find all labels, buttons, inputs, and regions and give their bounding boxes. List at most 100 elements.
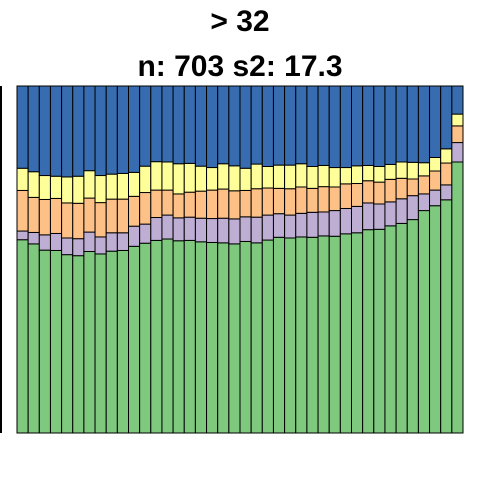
bar-segment-25-layer-1	[284, 237, 297, 434]
bar-segment-6-layer-5	[72, 85, 85, 177]
bar-segment-25-layer-3	[284, 188, 297, 216]
bar-segment-20-layer-3	[228, 190, 241, 220]
bar-segment-30-layer-5	[339, 85, 353, 169]
bar-segment-3-layer-1	[38, 249, 51, 434]
bar-segment-32-layer-2	[362, 202, 375, 231]
bar-segment-2-layer-4	[27, 171, 40, 198]
bar-segment-40-layer-5	[451, 85, 464, 115]
bar-segment-24-layer-4	[272, 164, 286, 189]
bar-segment-16-layer-4	[183, 162, 196, 193]
bar-segment-27-layer-2	[306, 211, 319, 238]
bar-segment-4-layer-4	[49, 175, 63, 199]
bar-segment-1-layer-3	[16, 189, 29, 232]
bar-segment-8-layer-2	[94, 236, 107, 255]
bar-segment-7-layer-3	[83, 197, 96, 233]
bar-segment-14-layer-2	[161, 214, 174, 240]
bar-segment-15-layer-4	[172, 163, 185, 195]
bar-segment-2-layer-1	[27, 243, 40, 434]
bar-segment-36-layer-2	[406, 195, 419, 221]
bar-segment-12-layer-4	[139, 165, 152, 194]
bar-segment-39-layer-4	[440, 148, 453, 164]
bar-segment-29-layer-4	[328, 167, 341, 188]
bar-segment-10-layer-2	[116, 232, 129, 251]
bar-segment-36-layer-4	[406, 161, 419, 180]
bar-segment-9-layer-1	[105, 250, 118, 434]
bar-segment-33-layer-5	[373, 85, 386, 167]
bar-segment-29-layer-3	[328, 186, 341, 212]
bar-segment-11-layer-4	[128, 171, 141, 197]
bar-segment-25-layer-2	[284, 214, 297, 239]
bar-segment-10-layer-5	[116, 85, 129, 174]
bar-segment-7-layer-1	[83, 251, 96, 434]
bar-segment-33-layer-3	[373, 181, 386, 205]
bar-segment-11-layer-2	[128, 225, 141, 247]
bar-segment-9-layer-3	[105, 198, 118, 234]
bar-segment-26-layer-2	[295, 212, 308, 238]
bar-segment-35-layer-4	[395, 161, 408, 179]
bar-segment-37-layer-2	[417, 193, 431, 212]
bar-segment-19-layer-1	[217, 242, 230, 434]
bar-segment-27-layer-1	[306, 236, 319, 434]
bar-segment-8-layer-5	[94, 85, 107, 177]
bar-segment-23-layer-1	[261, 239, 274, 434]
bar-segment-11-layer-3	[128, 195, 141, 227]
bar-segment-21-layer-1	[239, 240, 252, 434]
bar-segment-31-layer-2	[351, 205, 364, 234]
bar-segment-2-layer-3	[27, 196, 40, 233]
bar-segment-14-layer-5	[161, 85, 174, 163]
bar-segment-39-layer-2	[440, 184, 453, 201]
bar-segment-13-layer-4	[150, 161, 163, 191]
bar-segment-22-layer-5	[250, 85, 263, 165]
bar-segment-6-layer-4	[72, 175, 85, 204]
bar-segment-40-layer-4	[451, 113, 464, 127]
bar-segment-8-layer-4	[94, 175, 107, 204]
bar-segment-21-layer-2	[239, 216, 252, 242]
bar-segment-3-layer-2	[38, 234, 51, 251]
bar-segment-22-layer-1	[250, 242, 263, 434]
bar-segment-15-layer-3	[172, 193, 185, 219]
bar-segment-13-layer-1	[150, 239, 163, 434]
bar-segment-4-layer-5	[49, 85, 63, 177]
bar-segment-30-layer-4	[339, 167, 353, 185]
bar-segment-5-layer-2	[61, 237, 74, 256]
bar-segment-38-layer-4	[429, 156, 442, 172]
bar-segment-12-layer-1	[139, 242, 152, 434]
bar-segment-17-layer-5	[194, 85, 208, 167]
bar-segment-7-layer-2	[83, 231, 96, 253]
bar-segment-35-layer-2	[395, 198, 408, 224]
bar-segment-31-layer-4	[351, 165, 364, 185]
bar-segment-23-layer-4	[261, 166, 274, 189]
bar-segment-37-layer-4	[417, 162, 431, 177]
bar-segment-28-layer-1	[317, 235, 330, 434]
bar-segment-33-layer-2	[373, 203, 386, 230]
bar-segment-38-layer-1	[429, 205, 442, 434]
bar-segment-5-layer-3	[61, 202, 74, 239]
bar-segment-18-layer-4	[206, 167, 219, 191]
bar-segment-25-layer-4	[284, 164, 297, 190]
bar-segment-28-layer-5	[317, 85, 330, 166]
bar-segment-33-layer-1	[373, 228, 386, 434]
bar-segment-16-layer-2	[183, 216, 196, 241]
bar-segment-22-layer-3	[250, 188, 263, 218]
bar-segment-25-layer-5	[284, 85, 297, 166]
bar-segment-34-layer-1	[384, 225, 397, 434]
bar-segment-3-layer-3	[38, 198, 51, 236]
bar-segment-37-layer-3	[417, 175, 431, 195]
bar-segment-17-layer-4	[194, 165, 208, 192]
bar-segment-16-layer-3	[183, 191, 196, 218]
bar-segment-9-layer-5	[105, 85, 118, 175]
bar-segment-21-layer-3	[239, 189, 252, 218]
bar-segment-26-layer-4	[295, 163, 308, 188]
bar-segment-2-layer-5	[27, 85, 40, 173]
bar-segment-34-layer-2	[384, 201, 397, 227]
bar-segment-4-layer-2	[49, 232, 63, 251]
bar-segment-7-layer-4	[83, 170, 96, 199]
bar-segment-14-layer-3	[161, 189, 174, 216]
bar-segment-16-layer-1	[183, 239, 196, 434]
bar-segment-23-layer-5	[261, 85, 274, 167]
bar-segment-40-layer-1	[451, 161, 464, 434]
bar-segment-14-layer-1	[161, 238, 174, 434]
bar-segment-30-layer-1	[339, 233, 353, 434]
bar-segment-18-layer-1	[206, 242, 219, 434]
